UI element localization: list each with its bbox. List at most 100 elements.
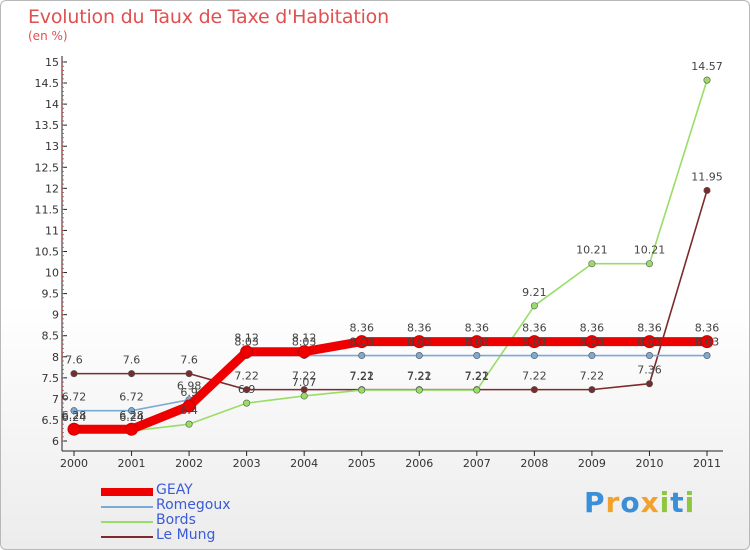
data-label-le-mung: 7.22 <box>292 370 317 383</box>
data-point-romegoux <box>128 407 136 415</box>
data-label-romegoux: 6.98 <box>177 380 202 393</box>
data-point-geay <box>67 422 81 436</box>
y-tick-label: 10.5 <box>35 246 60 259</box>
x-tick-label: 2011 <box>693 457 721 470</box>
data-label-geay: 8.36 <box>522 322 547 335</box>
y-tick-label: 11 <box>45 224 59 237</box>
data-point-geay <box>297 345 311 359</box>
data-label-le-mung: 7.22 <box>522 370 547 383</box>
y-tick-label: 12.5 <box>35 161 60 174</box>
data-point-le-mung <box>128 370 136 378</box>
x-tick-label: 2009 <box>578 457 606 470</box>
data-point-romegoux <box>358 352 366 360</box>
x-tick-label: 2006 <box>405 457 433 470</box>
series-line-geay <box>69 337 712 434</box>
data-point-geay <box>642 335 656 349</box>
legend-label-romegoux: Romegoux <box>156 497 231 513</box>
data-label-bords: 10.21 <box>576 244 608 257</box>
y-tick-label: 7.5 <box>42 372 60 385</box>
legend-label-le-mung: Le Mung <box>156 527 216 543</box>
legend-label-bords: Bords <box>156 512 196 528</box>
data-label-romegoux: 6.72 <box>62 391 87 404</box>
logo-letter: P <box>584 486 606 519</box>
x-tick-label: 2004 <box>290 457 318 470</box>
data-label-geay: 6.28 <box>62 409 87 422</box>
data-point-bords <box>300 392 308 400</box>
data-point-le-mung <box>243 386 251 394</box>
data-point-bords <box>645 260 653 268</box>
series-line-le-mung <box>73 189 708 391</box>
data-point-le-mung <box>185 370 193 378</box>
data-point-romegoux <box>473 352 481 360</box>
y-tick-label: 8.5 <box>42 330 60 343</box>
y-tick-label: 13 <box>45 140 59 153</box>
data-label-bords: 6.4 <box>180 404 198 417</box>
x-tick-label: 2007 <box>463 457 491 470</box>
y-tick-label: 11.5 <box>35 203 60 216</box>
data-point-le-mung <box>588 386 596 394</box>
legend-label-geay: GEAY <box>156 482 193 498</box>
data-label-le-mung: 7.22 <box>407 370 432 383</box>
data-point-bords <box>415 386 423 394</box>
data-label-bords: 7.21 <box>407 370 432 383</box>
y-tick-label: 14 <box>45 98 59 111</box>
data-point-romegoux <box>703 352 711 360</box>
proxiti-logo: Proxiti <box>584 486 695 519</box>
data-label-bords: 10.21 <box>634 244 666 257</box>
data-label-romegoux: 8.03 <box>407 336 432 349</box>
x-tick-label: 2000 <box>60 457 88 470</box>
y-tick-label: 15 <box>45 56 59 69</box>
data-label-geay: 8.12 <box>234 332 259 345</box>
x-tick-label: 2010 <box>635 457 663 470</box>
data-label-geay: 8.36 <box>695 322 720 335</box>
x-tick-label: 2005 <box>348 457 376 470</box>
data-label-romegoux: 6.72 <box>119 391 144 404</box>
y-tick-label: 7 <box>52 393 59 406</box>
data-point-bords <box>185 420 193 428</box>
data-label-le-mung: 7.22 <box>465 370 490 383</box>
data-label-le-mung: 7.6 <box>65 354 83 367</box>
data-point-geay <box>585 335 599 349</box>
legend-swatch-geay <box>101 488 153 496</box>
data-point-geay <box>125 422 139 436</box>
data-point-geay <box>700 335 714 349</box>
y-tick-label: 6 <box>52 435 59 448</box>
data-point-bords <box>358 386 366 394</box>
data-point-bords <box>703 76 711 84</box>
data-label-bords: 14.57 <box>691 60 723 73</box>
data-point-geay <box>355 335 369 349</box>
data-point-geay <box>470 335 484 349</box>
y-tick-label: 9.5 <box>42 288 60 301</box>
data-point-romegoux <box>530 352 538 360</box>
data-label-bords: 9.21 <box>522 286 547 299</box>
data-point-romegoux <box>645 352 653 360</box>
data-label-romegoux: 8.03 <box>695 336 720 349</box>
data-label-geay: 8.36 <box>407 322 432 335</box>
data-point-romegoux <box>70 407 78 415</box>
data-label-geay: 6.9 <box>180 386 198 399</box>
x-tick-label: 2003 <box>233 457 261 470</box>
x-tick-label: 2008 <box>520 457 548 470</box>
legend-swatch-romegoux <box>101 506 153 508</box>
data-label-bords: 7.21 <box>465 370 490 383</box>
data-label-geay: 8.36 <box>580 322 605 335</box>
data-label-bords: 6.24 <box>119 411 144 424</box>
data-label-geay: 8.36 <box>465 322 490 335</box>
data-point-romegoux <box>415 352 423 360</box>
x-tick-label: 2001 <box>118 457 146 470</box>
legend-swatch-le-mung <box>101 536 153 538</box>
data-label-bords: 6.24 <box>62 411 87 424</box>
data-point-geay <box>412 335 426 349</box>
y-tick-label: 12 <box>45 182 59 195</box>
data-label-bords: 7.07 <box>292 376 317 389</box>
data-label-geay: 8.12 <box>292 332 317 345</box>
data-label-romegoux: 8.03 <box>292 336 317 349</box>
x-tick-label: 2002 <box>175 457 203 470</box>
data-label-romegoux: 8.03 <box>234 336 259 349</box>
series-line-romegoux <box>73 354 708 412</box>
data-point-le-mung <box>645 380 653 388</box>
data-label-le-mung: 7.22 <box>580 370 605 383</box>
data-label-romegoux: 8.03 <box>465 336 490 349</box>
